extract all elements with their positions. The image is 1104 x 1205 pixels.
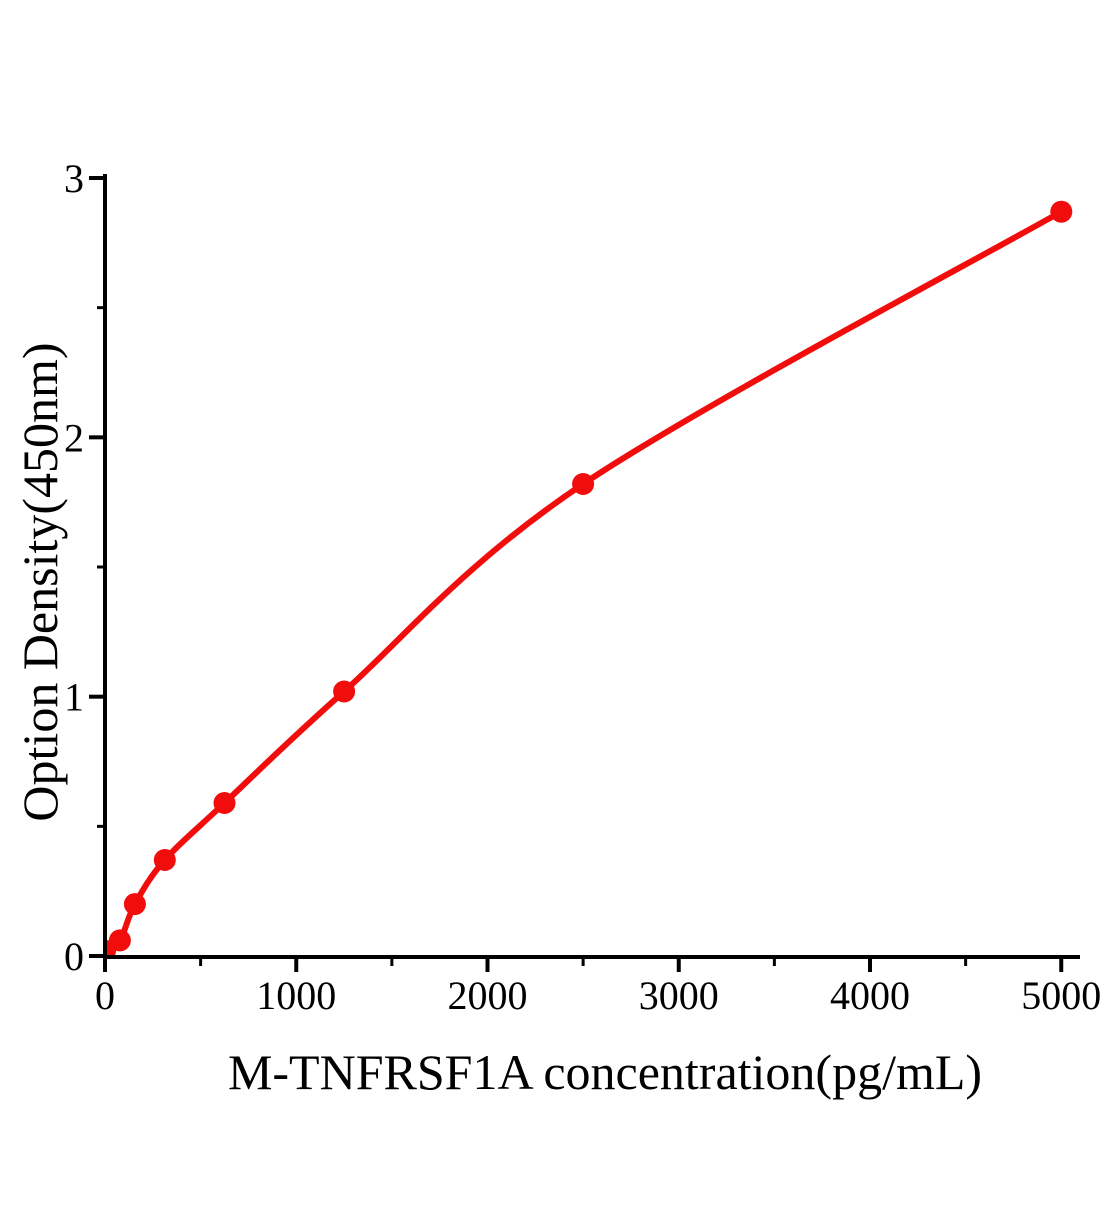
axis-ticks bbox=[89, 176, 1064, 972]
plot-area bbox=[107, 200, 1073, 955]
y-tick-label: 3 bbox=[64, 156, 84, 201]
x-tick-label: 1000 bbox=[256, 973, 336, 1018]
x-tick-label: 5000 bbox=[1021, 973, 1101, 1018]
x-tick-label: 0 bbox=[95, 973, 115, 1018]
data-point-marker bbox=[333, 680, 356, 703]
data-point-marker bbox=[1050, 200, 1073, 223]
data-point-marker bbox=[213, 792, 236, 814]
x-axis-title: M-TNFRSF1A concentration(pg/mL) bbox=[228, 1044, 982, 1100]
fit-curve bbox=[107, 208, 1065, 954]
data-point-marker bbox=[123, 893, 146, 916]
y-axis-title: Option Density(450nm) bbox=[12, 342, 68, 821]
data-point-marker bbox=[153, 849, 176, 871]
x-tick-label: 3000 bbox=[639, 973, 719, 1018]
x-tick-label: 4000 bbox=[830, 973, 910, 1018]
y-tick-label: 1 bbox=[64, 675, 84, 720]
data-point-marker bbox=[108, 929, 131, 952]
y-tick-label: 2 bbox=[64, 415, 84, 460]
tick-labels: 0 1000 2000 3000 4000 5000 0 1 2 3 bbox=[64, 156, 1101, 1018]
data-point-marker bbox=[572, 473, 595, 495]
y-tick-label: 0 bbox=[64, 934, 84, 979]
data-points bbox=[107, 200, 1073, 955]
x-tick-label: 2000 bbox=[448, 973, 528, 1018]
